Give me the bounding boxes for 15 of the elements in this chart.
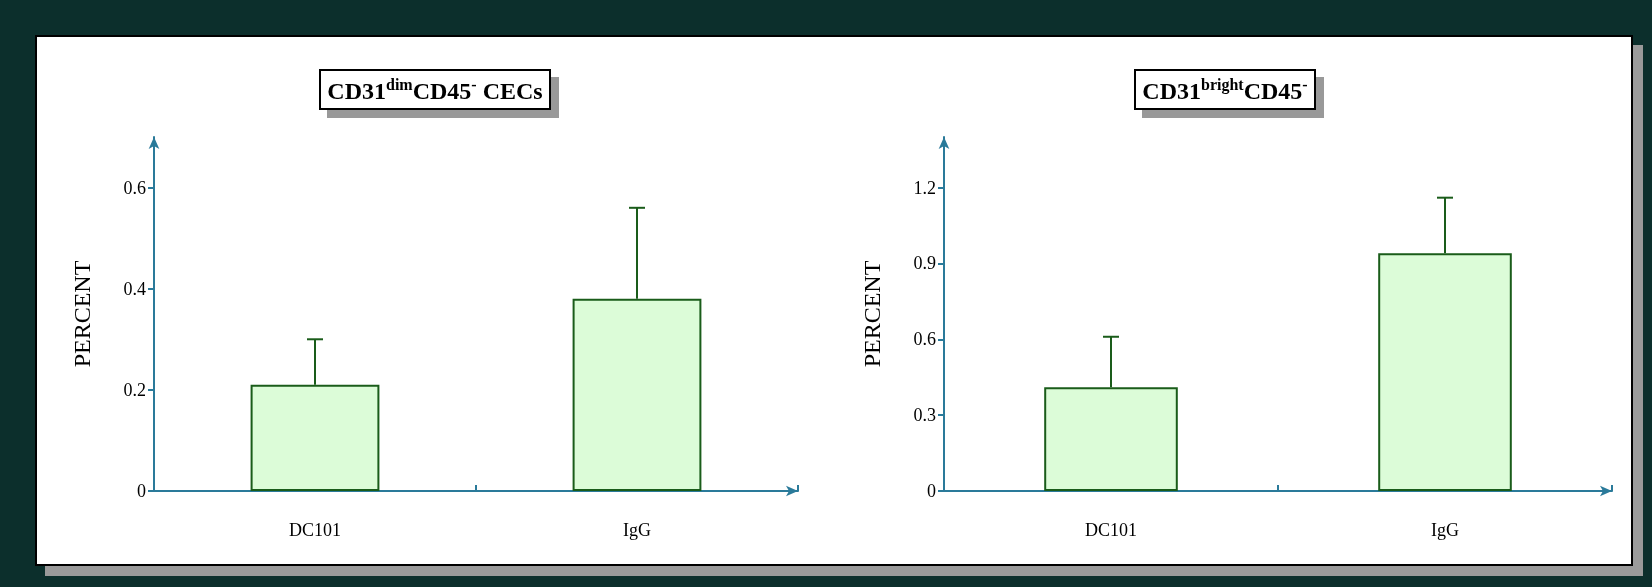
y-tick-label: 0 bbox=[137, 481, 146, 501]
y-axis-title: PERCENT bbox=[859, 260, 885, 368]
y-tick-label: 1.2 bbox=[913, 177, 936, 198]
y-tick-label: 0.3 bbox=[913, 405, 936, 426]
y-tick-label: 0.2 bbox=[123, 379, 146, 400]
y-axis-title: PERCENT bbox=[69, 260, 95, 368]
x-tick-label: IgG bbox=[1431, 520, 1459, 540]
y-tick-label: 0 bbox=[927, 481, 936, 501]
y-tick-label: 0.4 bbox=[123, 278, 146, 299]
x-tick-label: DC101 bbox=[1084, 520, 1138, 540]
x-tick-label: IgG bbox=[623, 520, 651, 540]
y-tick-label: 0.9 bbox=[913, 253, 936, 274]
y-tick-label: 0.6 bbox=[123, 177, 146, 198]
y-tick-label: 0.6 bbox=[913, 329, 936, 350]
x-tick-label: DC101 bbox=[288, 520, 342, 540]
